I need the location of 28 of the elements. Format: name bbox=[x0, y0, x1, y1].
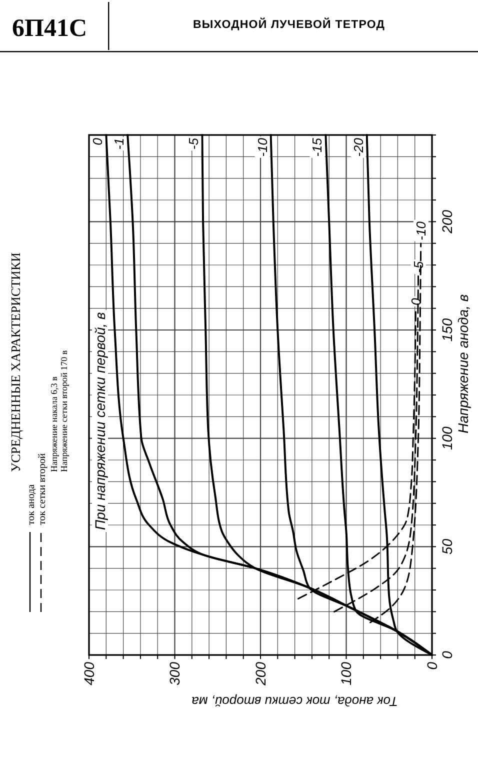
text: -5 bbox=[410, 260, 426, 273]
x-tick-label: 300 bbox=[166, 662, 183, 686]
text: -1 bbox=[112, 138, 127, 150]
text: УСРЕДНЕННЫЕ ХАРАКТЕРИСТИКИ bbox=[8, 252, 23, 472]
text: Напряжение сетки второй 170 в bbox=[59, 350, 69, 472]
y-tick-label: 100 bbox=[438, 426, 455, 450]
chart-title: 6П41С bbox=[12, 15, 87, 42]
x-axis-title: Ток анода, ток сетки второй, ма bbox=[192, 694, 398, 709]
x-tick-label: 0 bbox=[424, 662, 440, 670]
y-axis-title: Напряжение анода, в bbox=[455, 294, 471, 434]
x-tick-label: 100 bbox=[338, 662, 354, 686]
x-tick-label: 400 bbox=[80, 662, 97, 686]
text: Напряжение накала 6,3 в bbox=[49, 376, 59, 472]
text: 0 bbox=[90, 137, 106, 146]
text: -10 bbox=[413, 220, 428, 240]
y-tick-label: 150 bbox=[438, 318, 455, 342]
text: ток анода bbox=[26, 484, 37, 525]
text: -5 bbox=[186, 137, 202, 150]
text: ток сетки второй bbox=[37, 452, 48, 525]
chart-subtitle: ВЫХОДНОЙ ЛУЧЕВОЙ ТЕТРОД bbox=[192, 17, 386, 31]
text: -15 bbox=[310, 137, 325, 157]
y-tick-label: 0 bbox=[438, 650, 455, 659]
annotation: При напряжении сетки первой, в bbox=[92, 312, 108, 530]
x-tick-label: 200 bbox=[252, 662, 268, 686]
y-tick-label: 50 bbox=[438, 538, 455, 554]
text: -10 bbox=[254, 137, 270, 157]
text: -20 bbox=[350, 137, 366, 157]
y-tick-label: 200 bbox=[438, 210, 455, 234]
